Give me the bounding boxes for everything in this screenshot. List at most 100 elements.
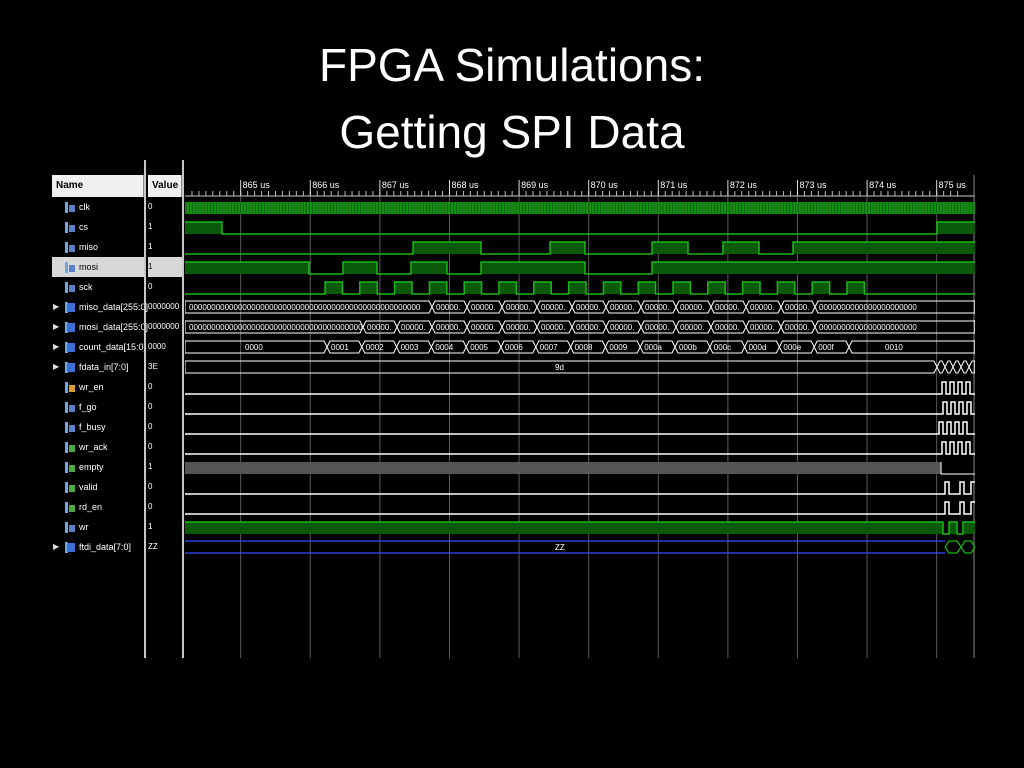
signal-row-sck[interactable]: sck <box>52 277 144 297</box>
sck-waveform-fill <box>325 282 865 294</box>
signal-name-pane: Name clk cs miso mosi sck ▶ miso_data[255:0] ▶ m… <box>52 160 148 658</box>
mosi-data-bus-value-label: 000000000000000000000000000000000000000 <box>189 323 363 332</box>
miso-data-bus-value-label: 00000. <box>436 303 460 312</box>
count-data-bus-value-label: 0007 <box>540 343 558 352</box>
signal-name: miso_data[255:0] <box>79 302 149 312</box>
ruler-tick-label: 869 us <box>521 180 549 190</box>
name-value-divider[interactable] <box>144 160 146 658</box>
miso-data-bus-value-label: 00000. <box>680 303 704 312</box>
expand-arrow-icon[interactable]: ▶ <box>53 342 60 351</box>
wire-icon <box>65 422 75 433</box>
miso-data-bus-value-label: 0000000000000000000000 <box>819 303 917 312</box>
signal-value: 1 <box>148 257 182 277</box>
wire-icon <box>65 282 75 293</box>
miso-waveform <box>185 241 975 255</box>
signal-row-wr[interactable]: wr <box>52 517 144 537</box>
valid-waveform <box>185 481 975 495</box>
wire-icon <box>65 222 75 233</box>
signal-row-cs[interactable]: cs <box>52 217 144 237</box>
signal-row-f_go[interactable]: f_go <box>52 397 144 417</box>
signal-name: miso <box>79 242 99 252</box>
fdata-in-bus-segment <box>944 360 954 374</box>
miso-data-bus-value-label: 00000. <box>750 303 774 312</box>
value-wave-divider[interactable] <box>182 160 184 658</box>
count-data-bus-value-label: 000c <box>714 343 731 352</box>
signal-row-empty[interactable]: empty <box>52 457 144 477</box>
mosi-data-bus-value-label: 0000000000000000000000 <box>819 323 917 332</box>
count-data-bus-value-label: 0008 <box>575 343 593 352</box>
f-busy-waveform <box>185 421 975 435</box>
signal-name: wr_ack <box>79 442 108 452</box>
clk-edges <box>185 202 975 214</box>
mosi-data-bus-value-label: 00000. <box>471 323 495 332</box>
signal-value: 1 <box>148 462 153 471</box>
mosi-data-bus-value-label: 00000. <box>367 323 391 332</box>
signal-row-wr_ack[interactable]: wr_ack <box>52 437 144 457</box>
mosi-data-bus-value-label: 00000. <box>750 323 774 332</box>
signal-value: 0 <box>148 282 153 291</box>
mosi-waveform <box>185 261 975 275</box>
signal-row-f_busy[interactable]: f_busy <box>52 417 144 437</box>
count-data-bus-value-label: 0009 <box>609 343 627 352</box>
bus-icon <box>65 362 75 373</box>
bus-icon <box>65 342 75 353</box>
mosi-data-bus-value-label: 00000. <box>401 323 425 332</box>
mosi-data-bus-value-label: 00000. <box>785 323 809 332</box>
empty-waveform-tail <box>940 462 975 475</box>
count-data-bus-value-label: 000f <box>818 343 834 352</box>
ruler-tick-label: 872 us <box>730 180 758 190</box>
ruler-tick-label: 871 us <box>660 180 688 190</box>
signal-row-miso_data[interactable]: ▶ miso_data[255:0] <box>52 297 148 317</box>
io-icon <box>65 462 75 473</box>
signal-row-wr_en[interactable]: wr_en <box>52 377 144 397</box>
miso-data-bus-value-label: 00000. <box>541 303 565 312</box>
count-data-bus-value-label: 0006 <box>505 343 523 352</box>
expand-arrow-icon[interactable]: ▶ <box>53 362 60 371</box>
wire-icon <box>65 402 75 413</box>
miso-waveform-fill <box>413 242 975 254</box>
expand-arrow-icon[interactable]: ▶ <box>53 542 60 551</box>
signal-value: 1 <box>148 222 153 231</box>
signal-name: f_go <box>79 402 97 412</box>
mosi-data-bus-value-label: 00000. <box>680 323 704 332</box>
count-data-bus-value-label: 0001 <box>331 343 349 352</box>
count-data-bus-segment <box>848 340 975 354</box>
miso-data-bus-value-label: 00000. <box>576 303 600 312</box>
value-column-header[interactable]: Value <box>148 175 182 197</box>
count-data-bus-value-label: 000d <box>749 343 767 352</box>
io-icon <box>65 482 75 493</box>
signal-name: ftdi_data[7:0] <box>79 542 132 552</box>
ruler-tick-label: 866 us <box>312 180 340 190</box>
count-data-bus-value-label: 000e <box>783 343 801 352</box>
signal-row-rd_en[interactable]: rd_en <box>52 497 144 517</box>
signal-row-miso[interactable]: miso <box>52 237 144 257</box>
signal-row-clk[interactable]: clk <box>52 197 144 217</box>
signal-row-mosi[interactable]: mosi <box>52 257 144 277</box>
expand-arrow-icon[interactable]: ▶ <box>53 322 60 331</box>
f-go-waveform <box>185 401 975 415</box>
signal-name: fdata_in[7:0] <box>79 362 129 372</box>
slide-title-line-1: FPGA Simulations: <box>318 39 706 91</box>
signal-value: 0 <box>148 402 153 411</box>
signal-row-mosi_data[interactable]: ▶ mosi_data[255:0] <box>52 317 148 337</box>
waveform-plot[interactable]: 865 us 866 us 867 us 868 us 869 us 870 us 871 … <box>185 160 975 658</box>
signal-name: valid <box>79 482 98 492</box>
ruler-tick-label: 865 us <box>243 180 271 190</box>
ruler-tick-label: 873 us <box>799 180 827 190</box>
ftdi-data-bus-value-label: ZZ <box>555 543 565 552</box>
mosi-data-bus-value-label: 00000. <box>610 323 634 332</box>
signal-row-count_data[interactable]: ▶ count_data[15:0] <box>52 337 146 357</box>
signal-value: 0 <box>148 422 153 431</box>
expand-arrow-icon[interactable]: ▶ <box>53 302 60 311</box>
bus-icon <box>65 542 75 553</box>
name-column-header[interactable]: Name <box>52 175 144 197</box>
signal-row-fdata_in[interactable]: ▶ fdata_in[7:0] <box>52 357 144 377</box>
count-data-bus-value-label: 000a <box>644 343 662 352</box>
signal-row-valid[interactable]: valid <box>52 477 144 497</box>
rd-en-waveform <box>185 501 975 515</box>
signal-value: 0 <box>148 442 153 451</box>
ruler-tick-label: 874 us <box>869 180 897 190</box>
count-data-bus-value-label: 0000 <box>245 343 263 352</box>
signal-row-ftdi_data[interactable]: ▶ ftdi_data[7:0] <box>52 537 144 557</box>
ruler-tick-label: 867 us <box>382 180 410 190</box>
